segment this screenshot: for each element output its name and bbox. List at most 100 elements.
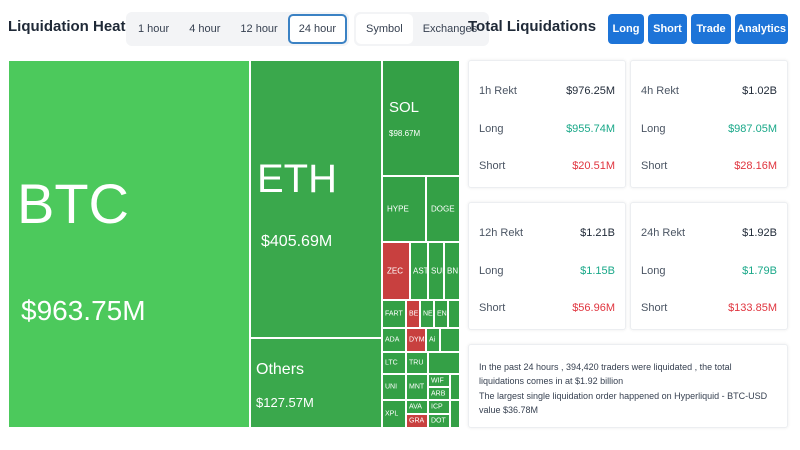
tile-mnt-name: MNT: [409, 383, 425, 391]
card-total: $976.25M: [566, 85, 615, 97]
tile-xpl-name: XPL: [385, 410, 399, 418]
card-short-value: $133.85M: [728, 302, 777, 314]
summary-line-2: The largest single liquidation order hap…: [479, 391, 768, 415]
tile-others-value: $127.57M: [256, 395, 314, 410]
liquidation-heatmap: BTC $963.75M ETH $405.69M Others $127.57…: [8, 60, 460, 428]
card-short-value: $20.51M: [572, 160, 615, 172]
card-title: 1h Rekt: [479, 85, 517, 97]
tile-btc[interactable]: BTC $963.75M: [8, 60, 250, 428]
tile-ada-name: ADA: [385, 336, 400, 344]
tile-others-name: Others: [256, 361, 305, 378]
tile-sui[interactable]: SUI: [428, 242, 444, 300]
tab-1-hour[interactable]: 1 hour: [138, 23, 170, 35]
view-tabs: Symbol Exchanges: [354, 12, 490, 46]
card-short-label: Short: [479, 302, 506, 314]
tile-ne-name: NE: [423, 310, 433, 318]
tile-bea[interactable]: BE: [406, 300, 420, 328]
tile-misc-2[interactable]: [440, 328, 460, 352]
tile-ava[interactable]: AVA: [406, 400, 428, 414]
analytics-button[interactable]: Analytics: [735, 14, 788, 44]
card-title: 12h Rekt: [479, 227, 524, 239]
tile-misc-5[interactable]: [450, 400, 460, 428]
tile-wif-name: WIF: [431, 377, 444, 384]
tile-btc-name: BTC: [17, 172, 129, 235]
tab-symbol[interactable]: Symbol: [356, 14, 413, 44]
tile-ai-name: Ai: [429, 336, 436, 344]
tile-gra-name: GRA: [409, 417, 425, 425]
stat-card-12h: 12h Rekt $1.21B Long $1.15B Short $56.96M: [468, 202, 626, 330]
tile-icp-name: ICP: [431, 403, 443, 411]
card-short-value: $28.16M: [734, 160, 777, 172]
card-long-value: $955.74M: [566, 123, 615, 135]
heatmap-title: Liquidation Heatmap: [8, 18, 157, 35]
tile-bnb[interactable]: BN: [444, 242, 460, 300]
card-long-label: Long: [641, 123, 666, 135]
tile-en[interactable]: EN: [434, 300, 448, 328]
tile-fart-name: FART: [385, 310, 403, 318]
card-short-label: Short: [641, 160, 668, 172]
tile-ltc[interactable]: LTC: [382, 352, 406, 374]
card-title: 24h Rekt: [641, 227, 686, 239]
card-short-label: Short: [641, 302, 668, 314]
tab-24-hour[interactable]: 24 hour: [287, 14, 348, 44]
tile-misc-1[interactable]: [448, 300, 460, 328]
tile-uni-name: UNI: [385, 383, 398, 391]
tile-mnt[interactable]: MNT: [406, 374, 428, 400]
tile-dot-name: DOT: [431, 417, 446, 425]
liquidation-summary: In the past 24 hours , 394,420 traders w…: [468, 344, 788, 428]
tile-sui-name: SUI: [431, 266, 444, 276]
tile-eth[interactable]: ETH $405.69M: [250, 60, 382, 338]
card-long-value: $1.79B: [742, 265, 777, 277]
card-short-label: Short: [479, 160, 506, 172]
card-total: $1.21B: [580, 227, 615, 239]
tile-hype-name: HYPE: [387, 204, 409, 214]
tile-others[interactable]: Others $127.57M: [250, 338, 382, 428]
tab-exchanges[interactable]: Exchanges: [422, 23, 478, 35]
stat-card-4h: 4h Rekt $1.02B Long $987.05M Short $28.16M: [630, 60, 788, 188]
tile-gra[interactable]: GRA: [406, 414, 428, 428]
tile-ltc-name: LTC: [385, 359, 398, 367]
tile-doge-name: DOGE: [431, 204, 455, 214]
tile-sol[interactable]: SOL $98.67M: [382, 60, 460, 176]
tile-sol-name: SOL: [389, 99, 420, 116]
tile-ava-name: AVA: [409, 403, 422, 411]
card-total: $1.92B: [742, 227, 777, 239]
tile-hype[interactable]: HYPE: [382, 176, 426, 242]
tile-icp[interactable]: ICP: [428, 400, 450, 414]
tile-en-name: EN: [437, 310, 447, 318]
tile-uni[interactable]: UNI: [382, 374, 406, 400]
card-long-value: $987.05M: [728, 123, 777, 135]
tile-wif[interactable]: WIF: [428, 374, 450, 387]
tile-fart[interactable]: FART: [382, 300, 406, 328]
tile-bea-name: BE: [409, 310, 419, 318]
short-button[interactable]: Short: [648, 14, 687, 44]
long-button[interactable]: Long: [608, 14, 644, 44]
tile-ada[interactable]: ADA: [382, 328, 406, 352]
tab-4-hour[interactable]: 4 hour: [189, 23, 221, 35]
card-total: $1.02B: [742, 85, 777, 97]
tile-ast-name: AST: [413, 266, 428, 276]
trade-button[interactable]: Trade: [691, 14, 731, 44]
tile-zec[interactable]: ZEC: [382, 242, 410, 300]
card-long-label: Long: [479, 265, 504, 277]
stat-card-1h: 1h Rekt $976.25M Long $955.74M Short $20.51…: [468, 60, 626, 188]
tile-xpl[interactable]: XPL: [382, 400, 406, 428]
tile-zec-name: ZEC: [387, 266, 403, 276]
time-range-tabs: 1 hour 4 hour 12 hour 24 hour: [126, 12, 350, 46]
tile-misc-4[interactable]: [450, 374, 460, 400]
card-title: 4h Rekt: [641, 85, 679, 97]
tile-dot[interactable]: DOT: [428, 414, 450, 428]
tile-trum-name: TRU: [409, 359, 424, 367]
tile-misc-3[interactable]: [428, 352, 460, 374]
tile-dym[interactable]: DYM: [406, 328, 426, 352]
tile-ne[interactable]: NE: [420, 300, 434, 328]
tile-doge[interactable]: DOGE: [426, 176, 460, 242]
total-liquidations-title: Total Liquidations: [468, 18, 597, 35]
tab-12-hour[interactable]: 12 hour: [240, 23, 278, 35]
tile-ai[interactable]: Ai: [426, 328, 440, 352]
tile-bnb-name: BN: [447, 266, 459, 276]
tile-arb[interactable]: ARB: [428, 387, 450, 400]
tile-btc-value: $963.75M: [21, 295, 146, 326]
tile-trum[interactable]: TRU: [406, 352, 428, 374]
tile-ast[interactable]: AST: [410, 242, 428, 300]
